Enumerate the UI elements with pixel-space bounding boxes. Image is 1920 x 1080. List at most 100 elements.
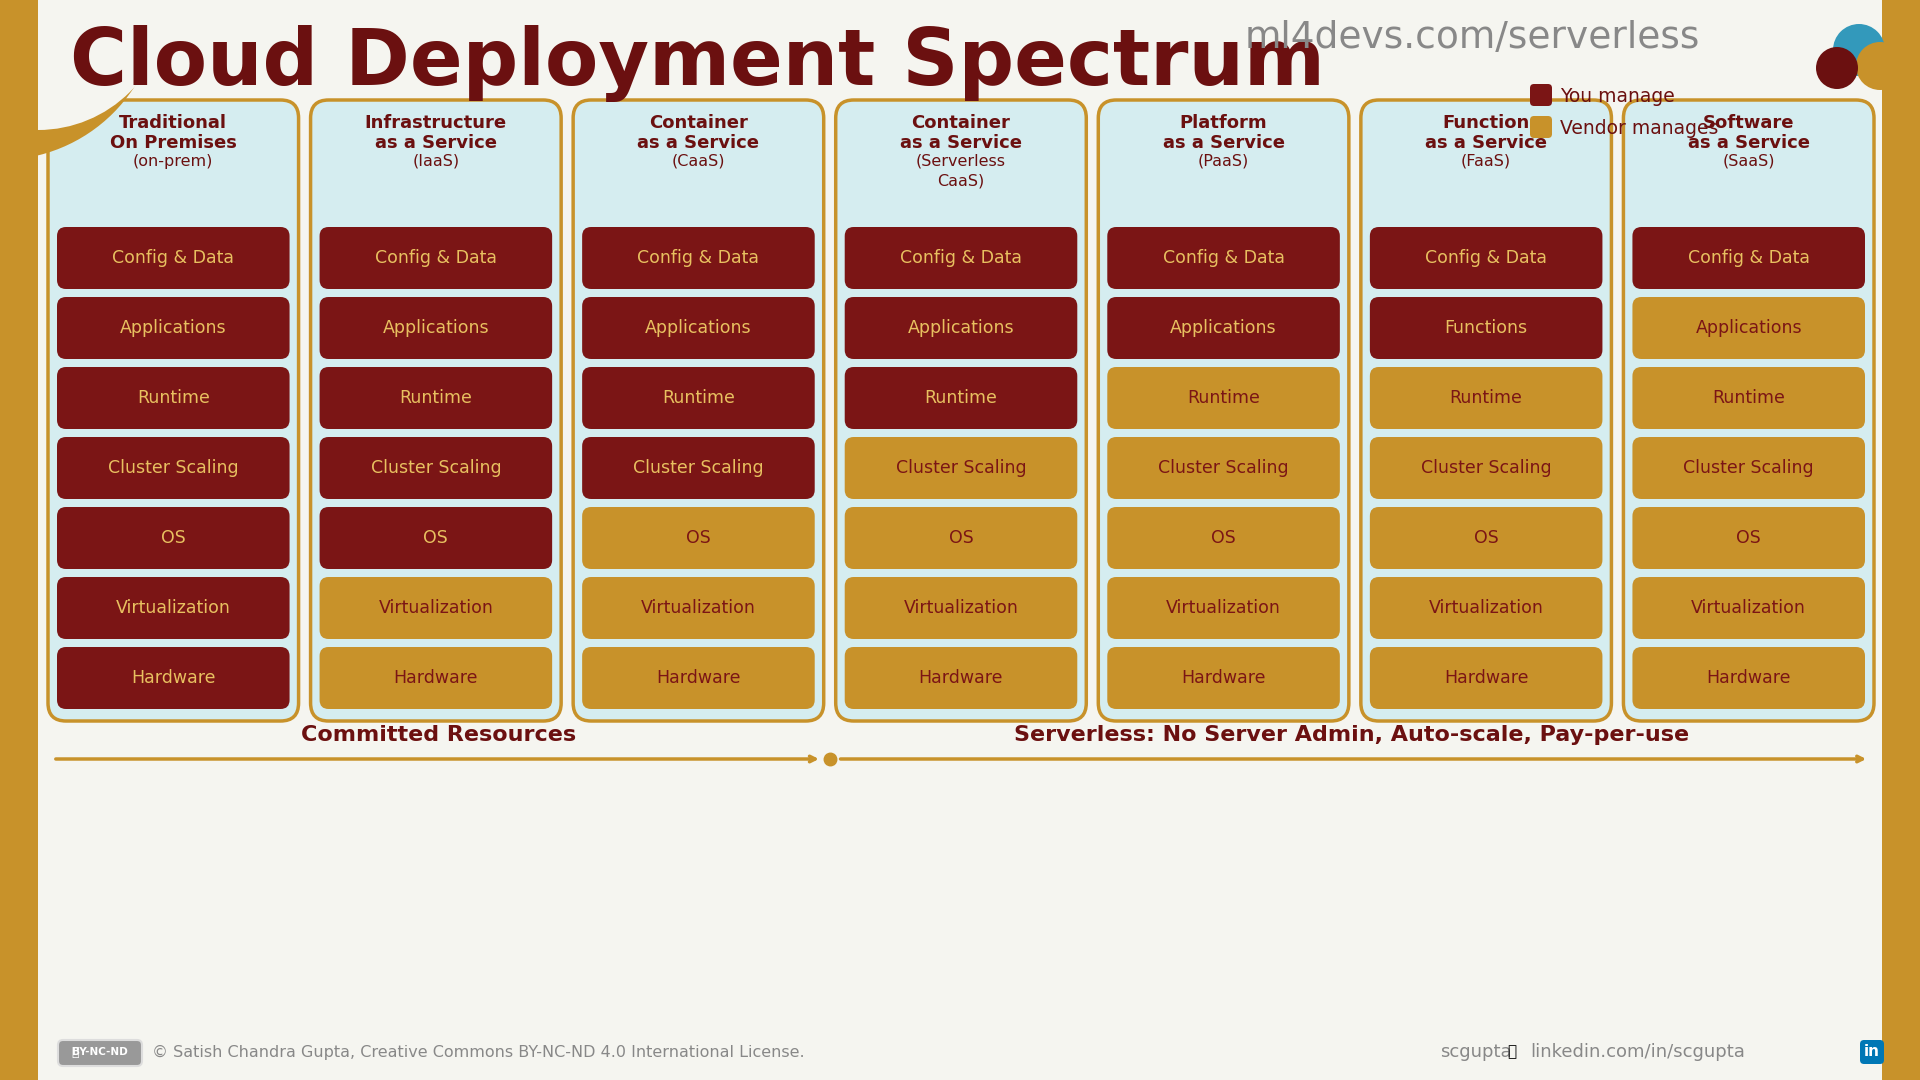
FancyBboxPatch shape xyxy=(1882,0,1920,1080)
Text: Config & Data: Config & Data xyxy=(637,249,760,267)
FancyBboxPatch shape xyxy=(582,577,814,639)
FancyBboxPatch shape xyxy=(58,227,290,289)
Text: Cluster Scaling: Cluster Scaling xyxy=(1421,459,1551,477)
Text: (FaaS): (FaaS) xyxy=(1461,154,1511,168)
Text: © Satish Chandra Gupta, Creative Commons BY-NC-ND 4.0 International License.: © Satish Chandra Gupta, Creative Commons… xyxy=(152,1044,804,1059)
Text: Traditional: Traditional xyxy=(119,114,227,132)
Text: Config & Data: Config & Data xyxy=(1164,249,1284,267)
Text: Config & Data: Config & Data xyxy=(374,249,497,267)
Text: OS: OS xyxy=(1736,529,1761,546)
FancyBboxPatch shape xyxy=(48,100,300,721)
Text: (CaaS): (CaaS) xyxy=(672,154,726,168)
Text: OS: OS xyxy=(948,529,973,546)
Text: OS: OS xyxy=(161,529,186,546)
FancyBboxPatch shape xyxy=(58,297,290,359)
Text: as a Service: as a Service xyxy=(1425,134,1548,152)
Text: Hardware: Hardware xyxy=(1181,669,1265,687)
Text: Functions: Functions xyxy=(1444,319,1528,337)
Wedge shape xyxy=(38,0,169,130)
Text: OS: OS xyxy=(685,529,710,546)
Circle shape xyxy=(1857,42,1905,90)
FancyBboxPatch shape xyxy=(1632,227,1864,289)
FancyBboxPatch shape xyxy=(1632,507,1864,569)
Text: Virtualization: Virtualization xyxy=(1692,599,1807,617)
Text: Runtime: Runtime xyxy=(1450,389,1523,407)
Text: You manage: You manage xyxy=(1559,87,1674,106)
Text: Runtime: Runtime xyxy=(1187,389,1260,407)
Text: Virtualization: Virtualization xyxy=(1428,599,1544,617)
Text: Config & Data: Config & Data xyxy=(111,249,234,267)
FancyBboxPatch shape xyxy=(1530,116,1551,138)
Text: Applications: Applications xyxy=(1171,319,1277,337)
Text: Runtime: Runtime xyxy=(662,389,735,407)
FancyBboxPatch shape xyxy=(319,227,553,289)
FancyBboxPatch shape xyxy=(1369,647,1603,708)
FancyBboxPatch shape xyxy=(311,100,561,721)
FancyBboxPatch shape xyxy=(1530,84,1551,106)
Text: Virtualization: Virtualization xyxy=(115,599,230,617)
Text: ⓒ: ⓒ xyxy=(71,1045,79,1058)
Text: Cluster Scaling: Cluster Scaling xyxy=(1158,459,1288,477)
FancyBboxPatch shape xyxy=(845,647,1077,708)
Text: Serverless: No Server Admin, Auto-scale, Pay-per-use: Serverless: No Server Admin, Auto-scale,… xyxy=(1014,725,1690,745)
Text: Container: Container xyxy=(649,114,749,132)
FancyBboxPatch shape xyxy=(1860,1040,1884,1064)
Text: Container: Container xyxy=(912,114,1010,132)
Text: (PaaS): (PaaS) xyxy=(1198,154,1250,168)
Text: Applications: Applications xyxy=(382,319,490,337)
Text: linkedin.com/in/scgupta: linkedin.com/in/scgupta xyxy=(1530,1043,1745,1061)
FancyBboxPatch shape xyxy=(582,507,814,569)
FancyBboxPatch shape xyxy=(845,297,1077,359)
Text: OS: OS xyxy=(424,529,447,546)
FancyBboxPatch shape xyxy=(845,367,1077,429)
FancyBboxPatch shape xyxy=(582,227,814,289)
Text: Infrastructure: Infrastructure xyxy=(365,114,507,132)
Text: Hardware: Hardware xyxy=(657,669,741,687)
FancyBboxPatch shape xyxy=(1098,100,1350,721)
Text: as a Service: as a Service xyxy=(374,134,497,152)
FancyBboxPatch shape xyxy=(58,437,290,499)
FancyBboxPatch shape xyxy=(1369,507,1603,569)
FancyBboxPatch shape xyxy=(319,577,553,639)
Text: Cluster Scaling: Cluster Scaling xyxy=(634,459,764,477)
FancyBboxPatch shape xyxy=(1369,577,1603,639)
Text: Applications: Applications xyxy=(1695,319,1803,337)
Text: (on-prem): (on-prem) xyxy=(132,154,213,168)
Text: Cluster Scaling: Cluster Scaling xyxy=(108,459,238,477)
Text: Config & Data: Config & Data xyxy=(900,249,1021,267)
Text: Virtualization: Virtualization xyxy=(641,599,756,617)
Text: Hardware: Hardware xyxy=(131,669,215,687)
Text: Config & Data: Config & Data xyxy=(1425,249,1548,267)
FancyBboxPatch shape xyxy=(1632,367,1864,429)
FancyBboxPatch shape xyxy=(1632,577,1864,639)
Text: Runtime: Runtime xyxy=(1713,389,1786,407)
FancyBboxPatch shape xyxy=(845,507,1077,569)
Text: Cluster Scaling: Cluster Scaling xyxy=(1684,459,1814,477)
Text: BY-NC-ND: BY-NC-ND xyxy=(73,1047,129,1057)
Text: CaaS): CaaS) xyxy=(937,174,985,189)
FancyBboxPatch shape xyxy=(58,577,290,639)
Text: Function: Function xyxy=(1442,114,1530,132)
FancyBboxPatch shape xyxy=(58,367,290,429)
FancyBboxPatch shape xyxy=(319,437,553,499)
FancyBboxPatch shape xyxy=(319,647,553,708)
Text: OS: OS xyxy=(1212,529,1236,546)
Text: Committed Resources: Committed Resources xyxy=(301,725,576,745)
FancyBboxPatch shape xyxy=(582,437,814,499)
Text: 🐦: 🐦 xyxy=(1507,1044,1517,1059)
FancyBboxPatch shape xyxy=(319,507,553,569)
FancyBboxPatch shape xyxy=(1369,437,1603,499)
FancyBboxPatch shape xyxy=(1108,437,1340,499)
Text: Cluster Scaling: Cluster Scaling xyxy=(371,459,501,477)
Text: as a Service: as a Service xyxy=(900,134,1021,152)
FancyBboxPatch shape xyxy=(1632,647,1864,708)
FancyBboxPatch shape xyxy=(319,297,553,359)
Text: (IaaS): (IaaS) xyxy=(413,154,459,168)
Text: Hardware: Hardware xyxy=(1707,669,1791,687)
Text: Hardware: Hardware xyxy=(1444,669,1528,687)
Text: in: in xyxy=(1864,1044,1880,1059)
Text: Platform: Platform xyxy=(1179,114,1267,132)
Text: Hardware: Hardware xyxy=(920,669,1004,687)
FancyBboxPatch shape xyxy=(1108,577,1340,639)
Wedge shape xyxy=(0,0,159,160)
